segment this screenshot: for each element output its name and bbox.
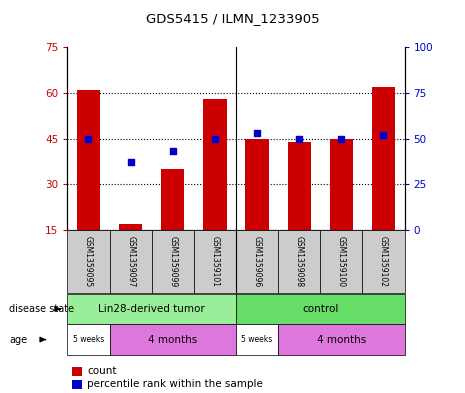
Bar (320, 230, 362, 293)
Text: percentile rank within the sample: percentile rank within the sample (87, 379, 263, 389)
Text: age: age (9, 334, 27, 345)
Bar (236, 230, 278, 293)
Bar (288, 141, 311, 230)
Bar (372, 87, 395, 230)
Text: GSM1359101: GSM1359101 (211, 236, 219, 287)
Text: 4 months: 4 months (317, 334, 366, 345)
Bar (72, 367, 82, 376)
Text: GSM1359095: GSM1359095 (84, 236, 93, 287)
Text: GSM1359099: GSM1359099 (168, 236, 177, 287)
Text: control: control (302, 304, 339, 314)
Bar (67, 324, 110, 355)
Text: Lin28-derived tumor: Lin28-derived tumor (98, 304, 205, 314)
Text: 5 weeks: 5 weeks (241, 335, 272, 344)
Text: 4 months: 4 months (148, 334, 198, 345)
Bar (119, 224, 142, 230)
Bar (236, 324, 278, 355)
Bar (77, 90, 100, 230)
Point (85, 135, 92, 141)
Bar (110, 324, 236, 355)
Bar (110, 230, 152, 293)
Text: GSM1359102: GSM1359102 (379, 236, 388, 287)
Text: 5 weeks: 5 weeks (73, 335, 104, 344)
Text: GSM1359097: GSM1359097 (126, 236, 135, 287)
Point (127, 159, 134, 165)
Bar (152, 230, 194, 293)
Point (169, 148, 177, 154)
Point (380, 132, 387, 138)
Point (295, 135, 303, 141)
Text: GSM1359100: GSM1359100 (337, 236, 346, 287)
Text: GSM1359098: GSM1359098 (295, 236, 304, 287)
Bar (67, 230, 110, 293)
Bar (330, 138, 353, 230)
Bar (278, 230, 320, 293)
Bar (236, 294, 405, 324)
Bar (161, 169, 184, 230)
Text: GSM1359096: GSM1359096 (252, 236, 261, 287)
Bar (67, 294, 236, 324)
Bar (194, 230, 236, 293)
Point (338, 135, 345, 141)
Text: disease state: disease state (9, 304, 74, 314)
Text: count: count (87, 366, 116, 376)
Bar (72, 380, 82, 389)
Bar (246, 138, 269, 230)
Point (253, 130, 261, 136)
Point (211, 135, 219, 141)
Bar (362, 230, 405, 293)
Text: GDS5415 / ILMN_1233905: GDS5415 / ILMN_1233905 (146, 12, 319, 25)
Bar (278, 324, 405, 355)
Bar (203, 99, 226, 230)
